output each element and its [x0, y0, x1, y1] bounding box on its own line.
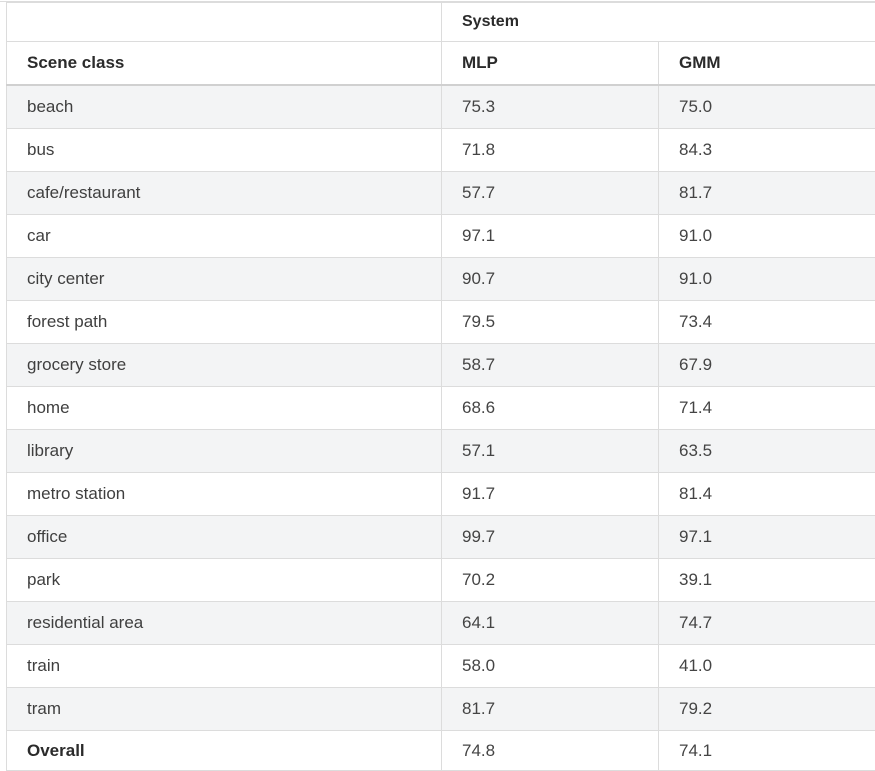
column-header-gmm: GMM — [657, 41, 875, 86]
table-header: System Scene class MLP GMM — [6, 2, 875, 86]
gmm-value-cell: 91.0 — [657, 214, 875, 258]
table-row: bus 71.8 84.3 — [6, 128, 875, 172]
scene-class-cell: car — [6, 214, 442, 258]
mlp-value-cell: 64.1 — [441, 601, 659, 645]
gmm-value-cell: 73.4 — [657, 300, 875, 344]
gmm-value-cell: 75.0 — [657, 84, 875, 129]
top-rule — [0, 1, 875, 2]
overall-gmm-cell: 74.1 — [657, 730, 875, 771]
table-row: metro station 91.7 81.4 — [6, 472, 875, 516]
table-row: city center 90.7 91.0 — [6, 257, 875, 301]
mlp-value-cell: 58.7 — [441, 343, 659, 387]
gmm-value-cell: 63.5 — [657, 429, 875, 473]
scene-class-cell: library — [6, 429, 442, 473]
table-row: library 57.1 63.5 — [6, 429, 875, 473]
gmm-value-cell: 91.0 — [657, 257, 875, 301]
table-row: tram 81.7 79.2 — [6, 687, 875, 731]
mlp-value-cell: 57.7 — [441, 171, 659, 215]
header-group-row: System — [6, 2, 875, 42]
system-group-header: System — [440, 2, 875, 42]
gmm-value-cell: 39.1 — [657, 558, 875, 602]
mlp-value-cell: 97.1 — [441, 214, 659, 258]
table-body: beach 75.3 75.0 bus 71.8 84.3 cafe/restaurant 5… — [6, 84, 875, 771]
scene-class-cell: home — [6, 386, 442, 430]
gmm-value-cell: 81.7 — [657, 171, 875, 215]
mlp-value-cell: 79.5 — [441, 300, 659, 344]
table-row: grocery store 58.7 67.9 — [6, 343, 875, 387]
mlp-value-cell: 71.8 — [441, 128, 659, 172]
scene-class-cell: residential area — [6, 601, 442, 645]
mlp-value-cell: 91.7 — [441, 472, 659, 516]
table-row: beach 75.3 75.0 — [6, 84, 875, 129]
header-column-row: Scene class MLP GMM — [6, 41, 875, 86]
gmm-value-cell: 81.4 — [657, 472, 875, 516]
gmm-value-cell: 74.7 — [657, 601, 875, 645]
gmm-value-cell: 97.1 — [657, 515, 875, 559]
table-row: car 97.1 91.0 — [6, 214, 875, 258]
scene-class-cell: office — [6, 515, 442, 559]
gmm-value-cell: 41.0 — [657, 644, 875, 688]
results-table-container: System Scene class MLP GMM beach 75.3 75.0… — [6, 2, 875, 771]
mlp-value-cell: 58.0 — [441, 644, 659, 688]
scene-class-cell: city center — [6, 257, 442, 301]
results-table: System Scene class MLP GMM beach 75.3 75.0… — [6, 2, 875, 771]
mlp-value-cell: 99.7 — [441, 515, 659, 559]
table-row: office 99.7 97.1 — [6, 515, 875, 559]
scene-class-cell: park — [6, 558, 442, 602]
gmm-value-cell: 79.2 — [657, 687, 875, 731]
mlp-value-cell: 81.7 — [441, 687, 659, 731]
mlp-value-cell: 70.2 — [441, 558, 659, 602]
table-row: cafe/restaurant 57.7 81.7 — [6, 171, 875, 215]
column-header-mlp: MLP — [441, 41, 659, 86]
scene-class-cell: grocery store — [6, 343, 442, 387]
overall-label-cell: Overall — [6, 730, 442, 771]
table-row: residential area 64.1 74.7 — [6, 601, 875, 645]
overall-mlp-cell: 74.8 — [441, 730, 659, 771]
column-header-scene-class: Scene class — [6, 41, 442, 86]
table-row: train 58.0 41.0 — [6, 644, 875, 688]
scene-class-cell: bus — [6, 128, 442, 172]
table-row: home 68.6 71.4 — [6, 386, 875, 430]
gmm-value-cell: 67.9 — [657, 343, 875, 387]
table-row: park 70.2 39.1 — [6, 558, 875, 602]
scene-class-cell: cafe/restaurant — [6, 171, 442, 215]
mlp-value-cell: 75.3 — [441, 84, 659, 129]
table-row: forest path 79.5 73.4 — [6, 300, 875, 344]
mlp-value-cell: 68.6 — [441, 386, 659, 430]
mlp-value-cell: 90.7 — [441, 257, 659, 301]
scene-class-cell: metro station — [6, 472, 442, 516]
mlp-value-cell: 57.1 — [441, 429, 659, 473]
scene-class-cell: beach — [6, 84, 442, 129]
header-empty-cell — [6, 2, 442, 42]
scene-class-cell: forest path — [6, 300, 442, 344]
gmm-value-cell: 71.4 — [657, 386, 875, 430]
scene-class-cell: train — [6, 644, 442, 688]
overall-row: Overall 74.8 74.1 — [6, 730, 875, 771]
scene-class-cell: tram — [6, 687, 442, 731]
gmm-value-cell: 84.3 — [657, 128, 875, 172]
